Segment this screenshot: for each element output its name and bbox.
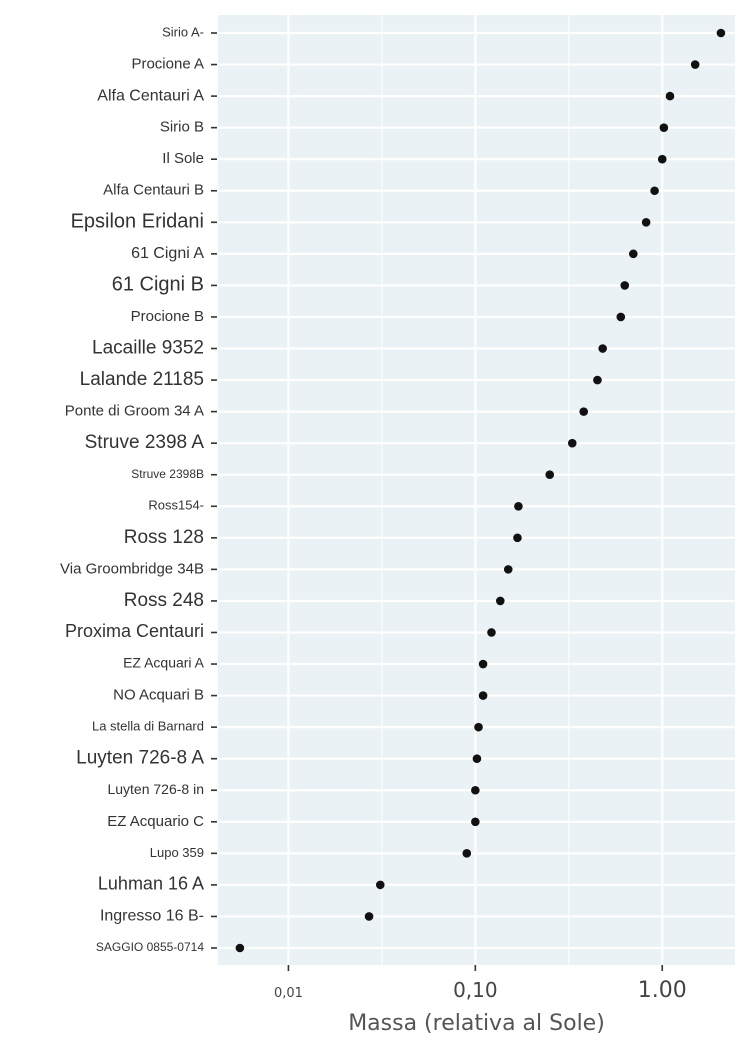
plot-panel — [218, 15, 735, 965]
data-point — [641, 218, 651, 227]
x-axis-tick-label: 0,10 — [453, 978, 498, 1002]
y-axis-label: Il Sole — [162, 150, 204, 167]
data-point — [235, 943, 245, 953]
y-axis-label: 61 Cigni B — [112, 274, 204, 296]
data-point — [665, 91, 675, 101]
data-point — [616, 312, 626, 322]
y-axis-label: Sirio A- — [162, 24, 204, 39]
data-point — [474, 722, 483, 732]
y-axis-label: Lalande 21185 — [80, 369, 204, 390]
grid-lines — [218, 15, 735, 965]
data-point — [716, 28, 726, 38]
axis-ticks — [211, 32, 217, 949]
data-points — [235, 28, 726, 953]
y-axis-label: Luhman 16 A — [98, 874, 204, 894]
x-axis-tick-label: 1.00 — [638, 978, 687, 1003]
data-point — [593, 375, 602, 385]
y-axis-label: 61 Cigni A — [131, 245, 204, 262]
data-point — [471, 785, 480, 795]
y-axis-label: Luyten 726-8 in — [107, 781, 204, 797]
data-point — [503, 565, 513, 574]
y-axis-label: Ingresso 16 B- — [100, 908, 204, 925]
y-axis-label: NO Acquari B — [113, 687, 204, 704]
y-axis-label: Epsilon Eridani — [71, 211, 204, 233]
y-axis-label: Lupo 359 — [150, 845, 204, 860]
y-axis-label: Ross154- — [148, 498, 204, 513]
data-point — [514, 501, 523, 511]
y-axis-labels: Sirio A- Procione A Alfa Centauri A Sirio B… — [60, 24, 205, 954]
y-axis-label: Ponte di Groom 34 A — [65, 403, 204, 420]
y-axis-label: Via Groombridge 34B — [60, 560, 204, 577]
data-point — [471, 817, 480, 827]
x-axis-tick-labels: 0,01 0,10 1.00 — [274, 965, 687, 1003]
data-point — [513, 533, 522, 543]
data-point — [650, 186, 659, 196]
data-point — [629, 249, 638, 259]
data-point — [690, 60, 700, 69]
data-point — [375, 880, 385, 890]
data-point — [472, 754, 482, 763]
y-axis-label: Ross 248 — [124, 590, 204, 611]
y-axis-label: SAGGIO 0855-0714 — [96, 940, 204, 954]
y-axis-label: La stella di Barnard — [92, 719, 204, 734]
x-axis-tick-label: 0,01 — [274, 986, 303, 1001]
data-point — [598, 344, 607, 353]
data-point — [659, 123, 669, 132]
y-axis-label: Luyten 726-8 A — [76, 748, 204, 769]
data-point — [620, 281, 630, 290]
y-axis-label: Lacaille 9352 — [92, 338, 204, 359]
y-axis-label: Sirio B — [160, 119, 204, 136]
y-axis-label: EZ Acquari A — [123, 655, 205, 671]
y-axis-label: Struve 2398B — [131, 467, 204, 481]
y-axis-label: Alfa Centauri B — [103, 182, 204, 199]
y-axis-label: Ross 128 — [124, 527, 204, 548]
data-point — [496, 596, 505, 606]
y-axis-label: Struve 2398 A — [85, 432, 205, 453]
data-point — [478, 659, 488, 669]
data-point — [545, 470, 555, 480]
y-axis-label: Procione A — [131, 56, 204, 73]
y-axis-label: Proxima Centauri — [65, 621, 204, 641]
y-axis-label: EZ Acquario C — [107, 813, 204, 830]
data-point — [364, 912, 374, 921]
data-point — [567, 438, 577, 448]
y-axis-label: Procione B — [131, 308, 204, 325]
data-point — [579, 407, 589, 416]
y-axis-label: Alfa Centauri A — [97, 87, 204, 104]
data-point — [462, 849, 472, 858]
data-point — [478, 691, 488, 700]
data-point — [487, 628, 496, 637]
x-axis-title: Massa (relativa al Sole) — [348, 1011, 605, 1036]
data-point — [657, 154, 667, 164]
